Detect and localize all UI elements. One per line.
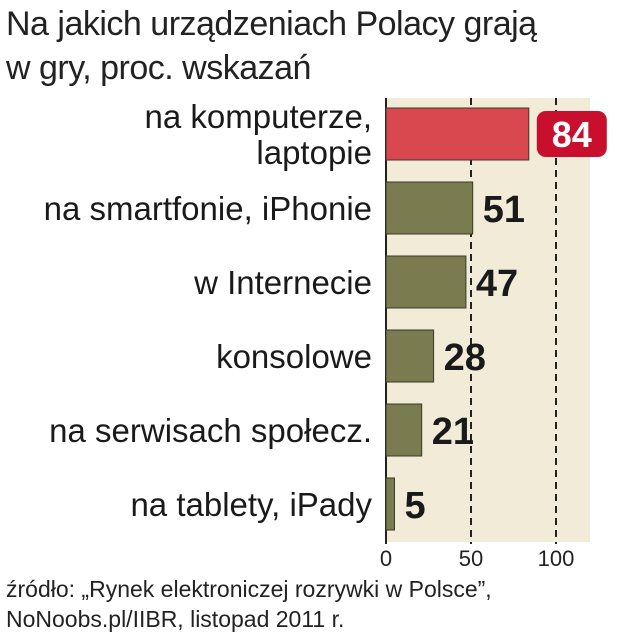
value-label-0: 84 (552, 114, 592, 155)
bar-2 (385, 255, 467, 309)
bar-0 (385, 107, 530, 161)
bar-chart: 0 50 100 na komputerze,laptopie 84 na smartfo… (44, 98, 607, 571)
value-label-1: 51 (483, 189, 525, 231)
value-label-5: 5 (405, 485, 426, 527)
chart-title-line-1: Na jakich urządzeniach Polacy grają (6, 5, 537, 43)
category-label-0-1: laptopie (256, 134, 372, 171)
category-label-2: w Internecie (193, 264, 372, 301)
category-label-0-0: na komputerze, (145, 98, 372, 135)
source-line-2: NoNoobs.pl/IIBR, listopad 2011 r. (6, 606, 345, 632)
bar-5 (385, 477, 395, 531)
bar-1 (385, 181, 474, 235)
x-tick-label-100: 100 (538, 546, 575, 571)
bar-3 (385, 329, 435, 383)
value-label-2: 47 (476, 263, 518, 305)
category-label-3: konsolowe (216, 338, 372, 375)
x-tick-label-0: 0 (380, 546, 392, 571)
value-badge-0 (536, 111, 607, 157)
plot-background (386, 98, 590, 542)
value-label-3: 28 (444, 337, 486, 379)
chart-title-line-2: w gry, proc. wskazań (6, 49, 311, 87)
category-label-4: na serwisach społecz. (49, 412, 372, 449)
category-label-5: na tablety, iPady (130, 486, 372, 523)
x-tick-label-50: 50 (459, 546, 483, 571)
value-label-4: 21 (432, 411, 474, 453)
source-line-1: źródło: „Rynek elektroniczej rozrywki w … (6, 576, 492, 602)
category-label-1: na smartfonie, iPhonie (44, 190, 372, 227)
bar-4 (385, 403, 423, 457)
